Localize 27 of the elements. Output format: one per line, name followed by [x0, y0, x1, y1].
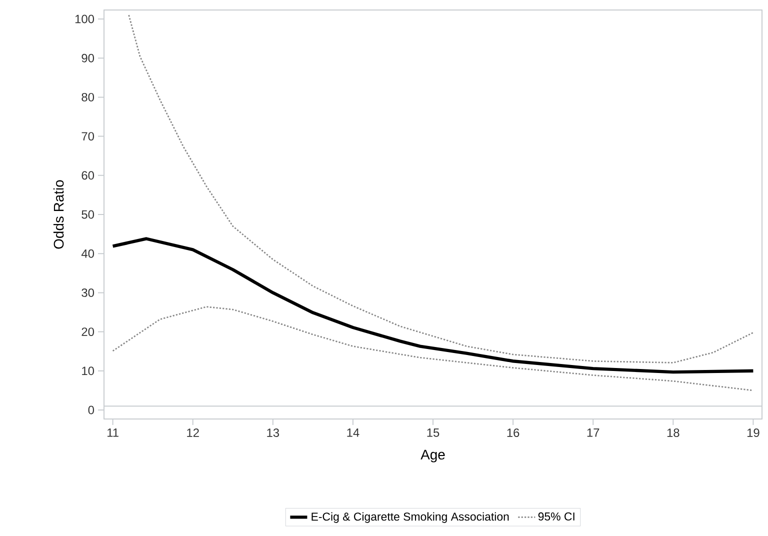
y-tick-label: 100	[75, 14, 94, 24]
y-tick-label: 90	[82, 54, 94, 62]
y-tick-label: 30	[82, 288, 94, 297]
y-tick-label: 60	[82, 171, 94, 180]
y-tick-label: 70	[82, 132, 94, 141]
x-tick-label: 18	[667, 428, 680, 437]
x-tick-label: 17	[587, 428, 600, 437]
x-tick-label: 16	[507, 428, 520, 437]
x-tick-label: 15	[427, 428, 440, 437]
y-axis-title: Odds Ratio	[53, 180, 64, 249]
line-series	[128, 14, 754, 364]
y-tick-label: 80	[82, 92, 94, 102]
x-tick-label: 13	[267, 428, 280, 437]
x-axis-title: Age	[420, 450, 445, 462]
y-tick-label: 40	[81, 249, 94, 258]
y-tick-label: 0	[88, 406, 94, 414]
legend-label: 95% CI	[538, 512, 574, 521]
legend-label: E-Cig & Cigarette Smoking Association	[312, 512, 509, 523]
y-tick-label: 10	[82, 366, 94, 376]
x-tick-label: 14	[347, 428, 360, 437]
y-tick-label: 20	[82, 328, 94, 336]
line-series	[111, 237, 755, 374]
x-tick-label: 12	[187, 428, 199, 437]
x-tick-label: 11	[108, 428, 118, 437]
line-series	[112, 306, 754, 392]
y-tick-label: 50	[82, 210, 94, 219]
x-tick-label: 19	[747, 428, 760, 437]
